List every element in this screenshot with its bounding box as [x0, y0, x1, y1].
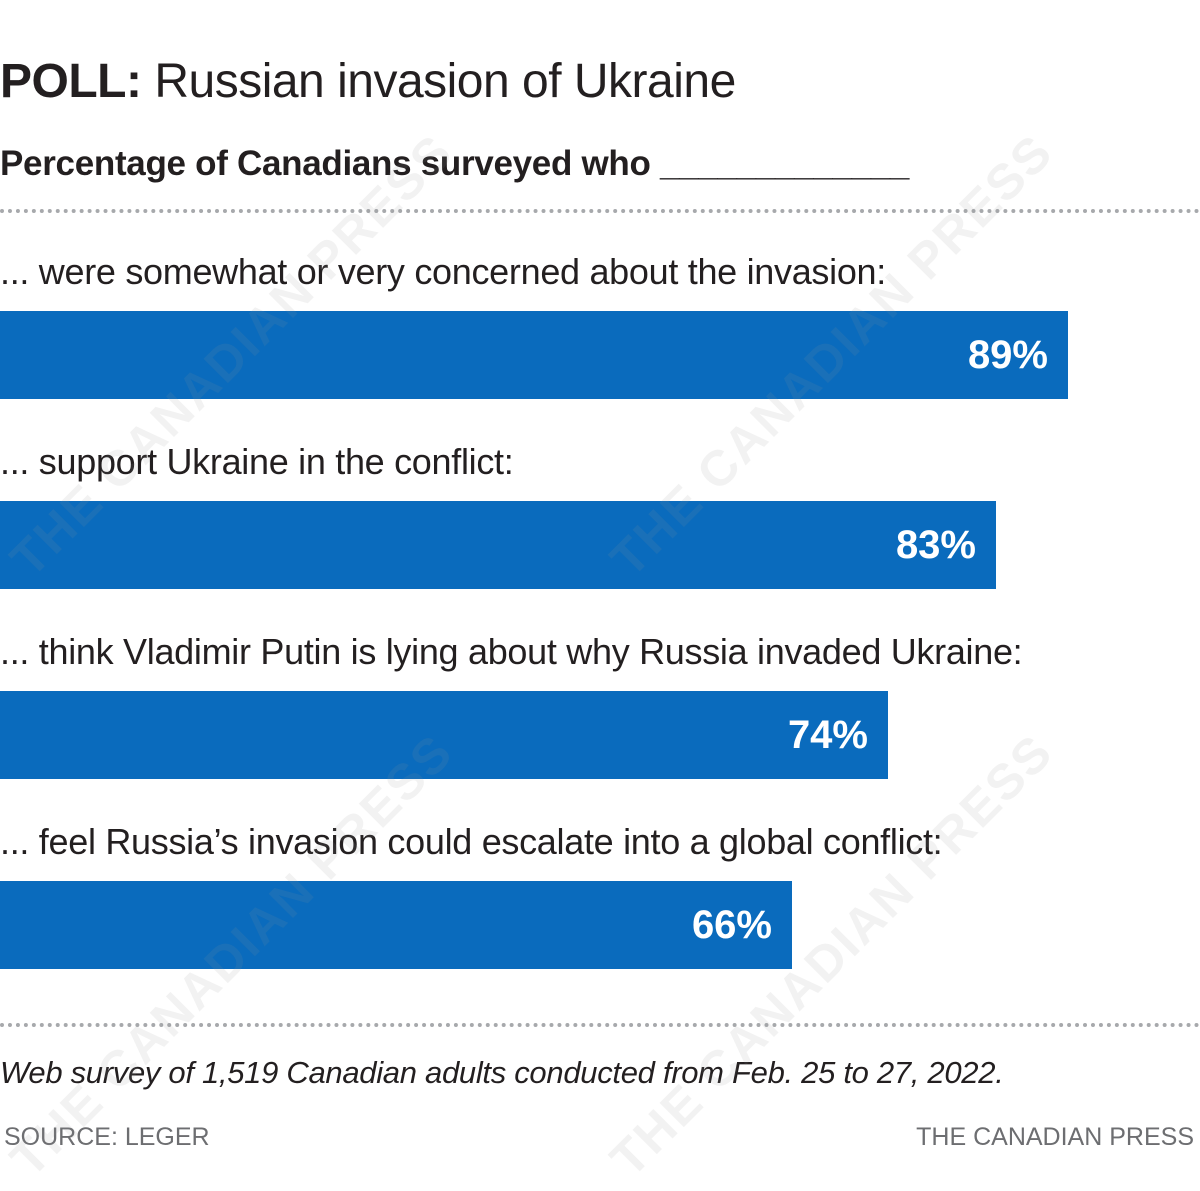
title-prefix: POLL: — [0, 55, 142, 108]
bar-category-label: ... support Ukraine in the conflict: — [0, 441, 514, 482]
bar — [0, 881, 792, 969]
agency-credit: THE CANADIAN PRESS — [916, 1123, 1194, 1151]
bar-value-label: 89% — [967, 333, 1048, 377]
bar — [0, 691, 888, 779]
chart-title: POLL: Russian invasion of Ukraine — [0, 52, 736, 112]
bar-value-label: 66% — [691, 903, 772, 947]
source-credit: SOURCE: LEGER — [4, 1123, 210, 1151]
top-dotted-divider — [0, 209, 1200, 213]
survey-note: Web survey of 1,519 Canadian adults cond… — [0, 1055, 1004, 1090]
chart-subtitle: Percentage of Canadians surveyed who ___… — [0, 144, 910, 183]
bottom-dotted-divider — [0, 1023, 1200, 1027]
bar-value-label: 83% — [895, 523, 976, 567]
bar-category-label: ... were somewhat or very concerned abou… — [0, 251, 886, 292]
bar-category-label: ... feel Russia’s invasion could escalat… — [0, 821, 943, 862]
bar-category-label: ... think Vladimir Putin is lying about … — [0, 631, 1023, 672]
title-main: Russian invasion of Ukraine — [154, 55, 736, 108]
bar — [0, 311, 1068, 399]
bar — [0, 501, 996, 589]
bar-value-label: 74% — [787, 713, 868, 757]
bar-chart: ... were somewhat or very concerned abou… — [0, 230, 1200, 990]
